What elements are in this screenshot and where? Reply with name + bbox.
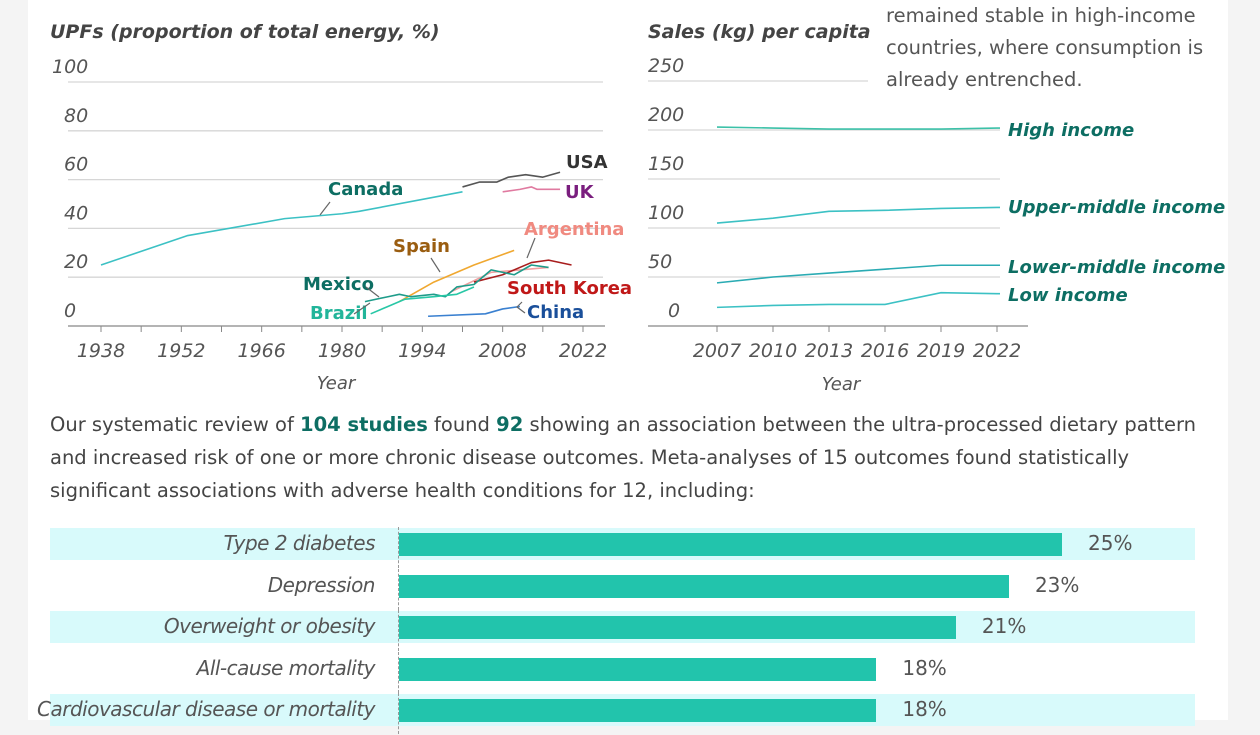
health-outcomes-bar-chart: Type 2 diabetes 25% Depression 23% Overweigh…	[37, 527, 1195, 735]
sales-per-capita-chart: Sales (kg) per capita 0 50 100 150 200 250 200…	[648, 21, 1225, 395]
chart-title: Sales (kg) per capita	[648, 21, 871, 43]
y-tick-label: 100	[52, 56, 88, 78]
series-label-usa: USA	[566, 152, 608, 173]
series-label-low-income: Low income	[1008, 285, 1128, 306]
summary-paragraph: Our systematic review of 104 studies fou…	[50, 408, 1210, 507]
leader-line	[353, 302, 371, 315]
y-tick-label: 100	[648, 202, 684, 224]
series-label-china: China	[527, 302, 584, 323]
x-tick-label: 1938	[77, 340, 125, 362]
x-tick-label: 2019	[917, 340, 965, 362]
y-tick-label: 40	[64, 202, 88, 224]
bar-row: Overweight or obesity 21%	[50, 610, 1195, 652]
y-tick-label: 0	[64, 300, 76, 322]
bar-overweight-or-obesity	[399, 616, 956, 639]
y-tick-label: 0	[668, 300, 680, 322]
x-axis-label: Year	[822, 374, 862, 395]
leader-line	[430, 257, 441, 273]
x-tick-label: 2008	[478, 340, 526, 362]
bar-value-label: 23%	[1034, 572, 1080, 597]
series-line-canada	[100, 191, 463, 266]
leader-line	[526, 237, 536, 259]
bar-category-label: All-cause mortality	[196, 655, 376, 680]
series-line-low-income	[716, 291, 1000, 309]
x-tick-label: 2007	[693, 340, 741, 362]
bar-cardiovascular-disease-or-mortality	[399, 699, 877, 722]
leader-line	[516, 301, 526, 314]
series-line-usa	[462, 171, 561, 188]
chart-title: UPFs (proportion of total energy, %)	[50, 21, 440, 43]
series-label-upper-middle-income: Upper-middle income	[1008, 197, 1225, 218]
y-tick-label: 80	[64, 105, 88, 127]
series-line-china	[428, 305, 520, 318]
bar-baseline	[398, 568, 399, 610]
bar-baseline	[398, 651, 399, 693]
x-tick-label: 2016	[861, 340, 909, 362]
y-tick-label: 50	[648, 251, 672, 273]
y-tick-label: 150	[648, 153, 684, 175]
bar-category-label: Depression	[267, 572, 376, 597]
series-label-mexico: Mexico	[303, 274, 374, 295]
y-tick-label: 60	[64, 154, 88, 176]
bar-baseline	[398, 693, 399, 734]
series-label-brazil: Brazil	[310, 303, 368, 324]
x-tick-label: 2022	[973, 340, 1021, 362]
x-tick-label: 1966	[237, 340, 285, 362]
bar-category-label: Cardiovascular disease or mortality	[37, 697, 375, 721]
y-tick-label: 250	[648, 55, 684, 77]
bar-value-label: 21%	[981, 614, 1027, 638]
bar-depression	[399, 574, 1009, 598]
bar-value-label: 18%	[902, 697, 947, 721]
para-rest: showing an association between the ultra…	[50, 413, 1197, 502]
bar-category-label: Overweight or obesity	[163, 614, 376, 638]
series-line-spain	[398, 249, 515, 303]
x-tick-label: 1980	[318, 340, 366, 362]
series-line-uk	[502, 186, 561, 193]
series-line-south-korea	[473, 259, 572, 283]
para-mid: found	[427, 413, 497, 436]
series-label-lower-middle-income: Lower-middle income	[1008, 257, 1225, 278]
found-count: 92	[496, 413, 524, 436]
series-label-south-korea: South Korea	[507, 278, 632, 299]
series-label-spain: Spain	[393, 236, 450, 257]
series-label-high-income: High income	[1008, 120, 1134, 141]
series-line-mexico	[364, 264, 549, 303]
bar-row: Cardiovascular disease or mortality 18%	[37, 693, 1195, 735]
bar-baseline	[398, 527, 399, 568]
series-label-argentina: Argentina	[524, 219, 624, 240]
series-line-lower-middle-income	[716, 264, 1000, 284]
x-tick-label: 2013	[805, 340, 853, 362]
bar-type-2-diabetes	[399, 533, 1062, 556]
bar-all-cause-mortality	[399, 657, 877, 681]
bar-value-label: 18%	[902, 655, 947, 680]
series-line-upper-middle-income	[716, 206, 1000, 224]
x-tick-label: 2010	[749, 340, 797, 362]
x-tick-label: 2022	[559, 340, 607, 362]
para-pre: Our systematic review of	[50, 413, 301, 436]
bar-row: Type 2 diabetes 25%	[50, 527, 1195, 569]
upf-energy-chart: UPFs (proportion of total energy, %) 0 20…	[50, 21, 632, 394]
series-label-canada: Canada	[328, 179, 403, 200]
bar-category-label: Type 2 diabetes	[223, 531, 376, 555]
x-tick-label: 1952	[157, 340, 205, 362]
bar-baseline	[398, 610, 399, 651]
bar-row: Depression 23%	[50, 568, 1195, 611]
series-label-uk: UK	[565, 182, 595, 203]
article-page: UPFs (proportion of total energy, %) 0 20…	[28, 0, 1228, 734]
leader-line	[319, 201, 331, 216]
bar-row: All-cause mortality 18%	[50, 651, 1195, 694]
leader-line	[365, 286, 380, 298]
y-tick-label: 20	[64, 251, 88, 273]
series-line-high-income	[716, 126, 1000, 130]
x-axis-label: Year	[317, 373, 357, 394]
studies-count: 104 studies	[300, 413, 428, 436]
intro-note-text: remained stable in high-income countries…	[886, 4, 1204, 91]
x-tick-label: 1994	[398, 340, 446, 362]
y-tick-label: 200	[648, 104, 684, 126]
series-line-brazil	[370, 286, 475, 315]
bar-value-label: 25%	[1088, 531, 1133, 555]
